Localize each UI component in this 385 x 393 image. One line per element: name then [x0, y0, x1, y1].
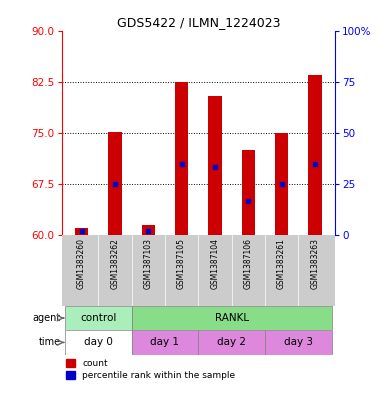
Text: control: control [80, 313, 116, 323]
Bar [208, 96, 222, 235]
Bar [132, 330, 198, 354]
Text: GSM1387105: GSM1387105 [177, 238, 186, 289]
Bar [65, 306, 132, 330]
Text: GSM1383260: GSM1383260 [77, 238, 86, 289]
Text: agent: agent [33, 313, 61, 323]
Text: GSM1383261: GSM1383261 [277, 238, 286, 289]
Title: GDS5422 / ILMN_1224023: GDS5422 / ILMN_1224023 [117, 16, 280, 29]
Text: GSM1383263: GSM1383263 [310, 238, 320, 289]
Text: GSM1387103: GSM1387103 [144, 238, 153, 289]
Bar [275, 133, 288, 235]
Text: GSM1387104: GSM1387104 [211, 238, 219, 289]
Text: day 1: day 1 [151, 338, 179, 347]
Bar [265, 330, 331, 354]
Bar [175, 82, 188, 235]
Bar [308, 75, 321, 235]
Text: GSM1383262: GSM1383262 [110, 238, 119, 289]
Bar [65, 330, 132, 354]
Text: day 0: day 0 [84, 338, 113, 347]
Text: day 3: day 3 [284, 338, 313, 347]
Text: day 2: day 2 [217, 338, 246, 347]
Text: RANKL: RANKL [214, 313, 249, 323]
Legend: count, percentile rank within the sample: count, percentile rank within the sample [66, 359, 236, 380]
Bar [198, 330, 265, 354]
Text: time: time [39, 338, 61, 347]
Bar [242, 150, 255, 235]
Bar [75, 228, 88, 235]
Text: GSM1387106: GSM1387106 [244, 238, 253, 289]
Bar [142, 224, 155, 235]
Bar [108, 132, 122, 235]
Bar [132, 306, 331, 330]
